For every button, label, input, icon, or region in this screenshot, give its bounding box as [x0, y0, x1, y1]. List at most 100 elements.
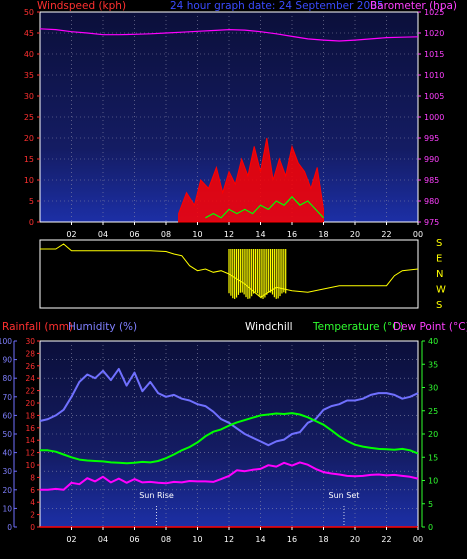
top-x-tick-label: 14	[255, 230, 265, 239]
top-x-tick-label: 20	[350, 230, 360, 239]
top-x-tick-label: 22	[381, 230, 391, 239]
bottom-x-tick-label: 20	[350, 535, 360, 544]
rainfall-tick-label: 22	[25, 387, 35, 396]
temperature-tick-label: 10	[428, 477, 438, 486]
windspeed-tick-label: 30	[24, 92, 34, 101]
bottom-x-tick-label: 02	[66, 535, 76, 544]
top-x-tick-label: 18	[318, 230, 328, 239]
rainfall-tick-label: 28	[25, 349, 35, 358]
top-left-axis: 0 5 10 15 20 25 30 35 40 45 50	[24, 8, 40, 227]
temperature-axis-title: Temperature (°C)	[312, 321, 404, 333]
direction-label: S	[436, 238, 442, 249]
bottom-x-tick-label: 14	[255, 535, 265, 544]
direction-label: S	[436, 300, 442, 311]
humidity-tick-label: 10	[2, 504, 12, 513]
barometer-series	[39, 28, 419, 42]
bottom-x-axis: 02 04 06 08 10 12 14 16 18 20 22 00	[66, 527, 423, 544]
rainfall-tick-label: 0	[30, 523, 35, 532]
rainfall-tick-label: 26	[25, 362, 35, 371]
humidity-tick-label: 20	[2, 486, 12, 495]
rainfall-tick-label: 16	[25, 424, 35, 433]
bottom-x-tick-label: 12	[224, 535, 234, 544]
barometer-tick-label: 1000	[424, 113, 444, 122]
humidity-tick-label: 100	[0, 337, 12, 346]
direction-label: E	[436, 254, 442, 265]
barometer-tick-label: 975	[424, 218, 439, 227]
windspeed-tick-label: 20	[24, 134, 34, 143]
top-x-tick-label: 06	[129, 230, 139, 239]
wind-direction-line	[40, 243, 419, 298]
barometer-tick-label: 1010	[424, 71, 444, 80]
rainfall-tick-label: 24	[25, 374, 35, 383]
rainfall-tick-label: 4	[30, 498, 35, 507]
rainfall-tick-label: 6	[30, 486, 35, 495]
barometer-tick-label: 990	[424, 155, 439, 164]
bottom-x-tick-label: 16	[287, 535, 297, 544]
windspeed-tick-label: 15	[24, 155, 34, 164]
humidity-tick-label: 60	[2, 411, 12, 420]
barometer-axis-title: Barometer (hpa)	[370, 0, 457, 12]
humidity-tick-label: 30	[2, 467, 12, 476]
barometer-tick-label: 1005	[424, 92, 444, 101]
sun-marker-label: Sun Set	[329, 491, 360, 500]
top-x-tick-label: 10	[192, 230, 202, 239]
bottom-x-tick-label: 04	[98, 535, 108, 544]
top-x-tick-label: 00	[413, 230, 423, 239]
humidity-series	[39, 367, 419, 447]
temperature-axis: 0 5 10 15 20 25 30 35 40	[421, 337, 438, 532]
bottom-x-tick-label: 08	[161, 535, 171, 544]
bottom-x-tick-label: 00	[413, 535, 423, 544]
barometer-tick-label: 1025	[424, 8, 444, 17]
humidity-tick-label: 70	[2, 393, 12, 402]
temperature-series	[40, 412, 419, 465]
dewpoint-series	[40, 461, 419, 491]
rainfall-tick-label: 2	[30, 511, 35, 520]
top-series	[39, 28, 419, 223]
rainfall-tick-label: 30	[25, 337, 35, 346]
direction-label: N	[436, 269, 443, 280]
temperature-tick-label: 20	[428, 430, 438, 439]
top-x-axis: 02 04 06 08 10 12 14 16 18 20 22 00	[66, 222, 423, 239]
humidity-tick-label: 0	[7, 523, 12, 532]
bottom-x-tick-label: 18	[318, 535, 328, 544]
windspeed-average-series	[205, 195, 324, 219]
top-grid	[40, 12, 418, 222]
windspeed-tick-label: 45	[24, 29, 34, 38]
sun-marker-label: Sun Rise	[139, 491, 174, 500]
rainfall-tick-label: 12	[25, 449, 35, 458]
temperature-tick-label: 5	[428, 500, 433, 509]
temperature-tick-label: 30	[428, 384, 438, 393]
barometer-tick-label: 1015	[424, 50, 444, 59]
humidity-tick-label: 90	[2, 356, 12, 365]
windspeed-tick-label: 40	[24, 50, 34, 59]
bottom-x-tick-label: 22	[381, 535, 391, 544]
top-x-tick-label: 16	[287, 230, 297, 239]
windspeed-axis-title: Windspeed (kph)	[37, 0, 126, 12]
humidity-tick-label: 80	[2, 374, 12, 383]
temperature-tick-label: 25	[428, 407, 438, 416]
bottom-x-tick-label: 06	[129, 535, 139, 544]
humidity-axis-title: Humidity (%)	[68, 321, 137, 333]
top-x-tick-label: 08	[161, 230, 171, 239]
dewpoint-axis-title: Dew Point (°C)	[393, 321, 467, 333]
bottom-x-tick-label: 10	[192, 535, 202, 544]
temperature-tick-label: 40	[428, 337, 438, 346]
sun-annotations: Sun Rise Sun Set	[139, 491, 359, 527]
barometer-tick-label: 995	[424, 134, 439, 143]
temperature-tick-label: 0	[428, 523, 433, 532]
rainfall-tick-label: 10	[25, 461, 35, 470]
windspeed-tick-label: 10	[24, 176, 34, 185]
top-right-axis: 975 980 985 990 995 1000 1005 1010 1015 1020 1025	[418, 8, 444, 227]
humidity-tick-label: 50	[2, 430, 12, 439]
rainfall-axis-title: Rainfall (mm)	[2, 321, 73, 333]
chart-title: 24 hour graph date: 24 September 2005	[170, 0, 384, 12]
barometer-tick-label: 985	[424, 176, 439, 185]
barometer-tick-label: 980	[424, 197, 439, 206]
windspeed-tick-label: 35	[24, 71, 34, 80]
rainfall-tick-label: 18	[25, 411, 35, 420]
humidity-axis: 0 10 20 30 40 50 60 70 80 90 100	[0, 337, 17, 532]
